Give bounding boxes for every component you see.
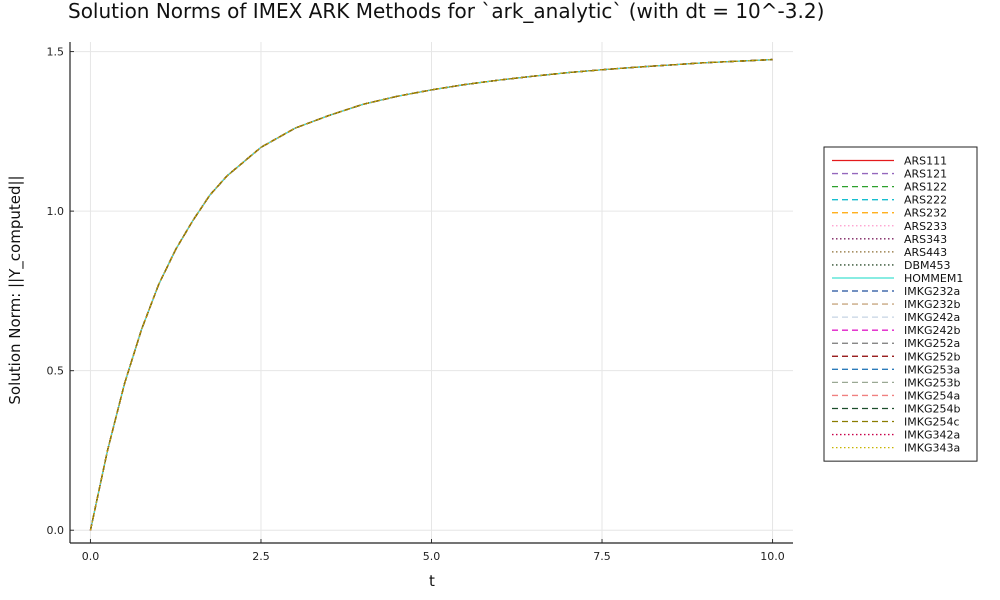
legend-label: ARS233 xyxy=(904,220,947,233)
legend-label: IMKG254c xyxy=(904,416,960,429)
legend-label: IMKG232a xyxy=(904,285,960,298)
x-tick-label: 7.5 xyxy=(593,550,611,563)
legend-label: ARS121 xyxy=(904,168,947,181)
legend-label: IMKG252b xyxy=(904,350,960,363)
legend-label: ARS111 xyxy=(904,155,947,168)
legend-label: IMKG343a xyxy=(904,442,960,455)
legend-label: IMKG242b xyxy=(904,324,960,337)
x-axis-label: t xyxy=(429,572,435,590)
legend-label: IMKG254b xyxy=(904,402,960,415)
legend-label: ARS232 xyxy=(904,207,947,220)
legend-label: ARS343 xyxy=(904,233,947,246)
x-tick-label: 10.0 xyxy=(760,550,785,563)
legend-label: DBM453 xyxy=(904,259,951,272)
y-tick-label: 0.0 xyxy=(47,524,65,537)
legend-label: IMKG253b xyxy=(904,376,960,389)
y-axis-label: Solution Norm: ||Y_computed|| xyxy=(6,175,25,404)
x-tick-label: 2.5 xyxy=(252,550,270,563)
y-tick-label: 1.0 xyxy=(47,205,65,218)
legend-label: IMKG342a xyxy=(904,429,960,442)
x-tick-label: 5.0 xyxy=(423,550,441,563)
legend-label: IMKG254a xyxy=(904,389,960,402)
legend-label: IMKG242a xyxy=(904,311,960,324)
chart-title: Solution Norms of IMEX ARK Methods for `… xyxy=(68,0,824,23)
legend-label: IMKG252a xyxy=(904,337,960,350)
x-tick-label: 0.0 xyxy=(82,550,100,563)
legend: ARS111ARS121ARS122ARS222ARS232ARS233ARS3… xyxy=(824,147,977,461)
legend-label: HOMMEM1 xyxy=(904,272,963,285)
y-tick-label: 1.5 xyxy=(47,46,65,59)
y-tick-label: 0.5 xyxy=(47,365,65,378)
legend-label: IMKG253a xyxy=(904,363,960,376)
legend-label: ARS122 xyxy=(904,181,947,194)
legend-label: IMKG232b xyxy=(904,298,960,311)
legend-label: ARS222 xyxy=(904,194,947,207)
legend-label: ARS443 xyxy=(904,246,947,259)
